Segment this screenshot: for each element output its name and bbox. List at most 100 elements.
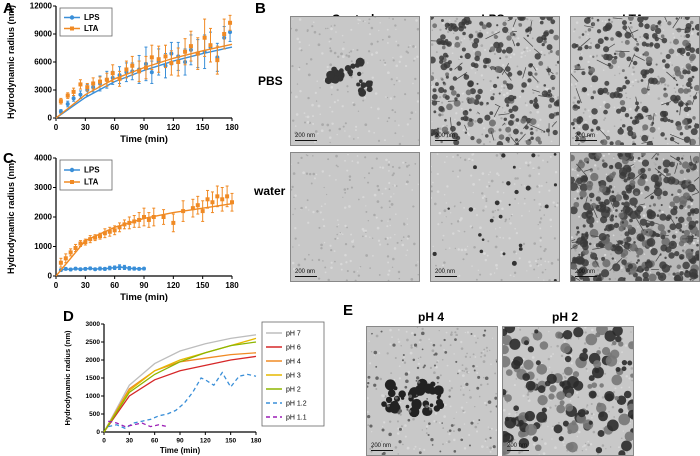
- x-tick-label: 150: [196, 123, 210, 132]
- point-lta: [230, 200, 234, 205]
- x-axis-label: Time (min): [160, 446, 201, 455]
- micrograph-pbs-lps-image: [431, 17, 559, 145]
- line-ph-2: [103, 341, 257, 433]
- scale-bar-line: [507, 450, 529, 451]
- scale-bar: 200 nm: [295, 133, 317, 141]
- fit-line-lps: [55, 46, 233, 119]
- point-lta: [176, 60, 181, 64]
- point-lta: [117, 225, 122, 230]
- point-lta: [169, 60, 174, 65]
- point-lta: [220, 197, 225, 202]
- legend-box: [261, 321, 325, 427]
- micrograph-pbs-control-image: [291, 17, 419, 145]
- point-lps: [65, 102, 70, 106]
- x-tick-label: 60: [110, 281, 119, 290]
- legend-label-ph-1-1: pH 1.1: [286, 414, 307, 421]
- x-tick-label: 60: [151, 438, 159, 445]
- scale-bar-label: 200 nm: [575, 133, 596, 139]
- point-lta: [112, 228, 117, 233]
- scale-bar: 200 nm: [575, 269, 597, 277]
- x-tick-label: 90: [140, 123, 149, 132]
- point-lps: [98, 266, 102, 271]
- chart-a: 0 30 60 90 120 150 180 0 3000 6000 9000 12000 Time (…: [6, 2, 239, 145]
- panel-b-row-water: water: [254, 184, 286, 198]
- scale-bar-label: 200 nm: [371, 443, 392, 449]
- y-axis-label: Hydrodynamic radius (nm): [6, 160, 16, 274]
- point-lta: [228, 20, 233, 25]
- point-lta: [200, 209, 205, 214]
- micrograph-water-control-image: [291, 153, 419, 281]
- scale-bar: 200 nm: [435, 133, 457, 141]
- legend-label-lta: LTA: [84, 178, 99, 187]
- point-lta: [210, 200, 215, 205]
- point-lta: [142, 215, 146, 219]
- point-lta: [171, 220, 176, 225]
- scale-bar-label: 200 nm: [435, 269, 456, 275]
- panel-e-col-ph2: pH 2: [551, 310, 578, 324]
- scale-bar-line: [371, 450, 393, 451]
- x-axis-label: Time (min): [120, 134, 168, 145]
- micrograph-water-lta-image: [571, 153, 699, 281]
- panel-e-col-ph4: pH 4: [417, 310, 444, 324]
- legend-label-lps: LPS: [84, 13, 100, 22]
- point-lta: [163, 54, 168, 59]
- point-lps: [93, 267, 98, 272]
- chart-c: 0 30 60 90 120 150 180 0 1000 2000 3000 4000 Time (m…: [6, 154, 239, 303]
- point-lps: [88, 266, 93, 271]
- point-lta: [78, 82, 83, 87]
- point-lta: [91, 81, 96, 86]
- point-lta: [215, 194, 220, 199]
- point-lta: [63, 256, 68, 261]
- point-lps: [122, 265, 127, 270]
- micrograph-pbs-control: 200 nm: [290, 16, 420, 146]
- y-axis-label: Hydrodynamic radius (nm): [6, 5, 16, 119]
- point-lta: [78, 241, 83, 246]
- point-lps: [78, 267, 83, 272]
- y-tick-label: 12000: [30, 2, 53, 11]
- scale-bar-label: 200 nm: [295, 133, 316, 139]
- x-tick-label: 180: [225, 123, 239, 132]
- legend-label-ph-7: pH 7: [286, 330, 301, 337]
- point-lps: [117, 265, 122, 270]
- x-tick-label: 30: [81, 123, 90, 132]
- legend-marker-lta: [70, 26, 74, 31]
- point-lta: [88, 237, 93, 242]
- x-tick-label: 90: [176, 438, 184, 445]
- scale-bar-line: [295, 276, 317, 277]
- point-lta: [110, 71, 115, 76]
- x-tick-label: 120: [200, 438, 211, 445]
- point-lta: [102, 231, 107, 236]
- micrograph-ph4: 200 nm: [366, 326, 498, 456]
- point-lta: [85, 85, 90, 90]
- point-lta: [195, 203, 200, 208]
- x-tick-label: 60: [110, 123, 119, 132]
- x-tick-label: 150: [225, 438, 236, 445]
- y-tick-label: 0: [96, 429, 100, 436]
- y-tick-label: 500: [89, 411, 100, 418]
- micrograph-water-lps: 200 nm: [430, 152, 560, 282]
- line-ph-3: [103, 337, 257, 433]
- point-lps: [142, 266, 146, 271]
- point-lps: [78, 92, 83, 97]
- point-lps: [107, 266, 112, 271]
- panel-letter-d: D: [63, 308, 74, 325]
- x-tick-label: 180: [251, 438, 262, 445]
- point-lta: [161, 215, 166, 219]
- point-lta: [146, 217, 151, 222]
- scale-bar: 200 nm: [295, 269, 317, 277]
- panel-letter-a: A: [3, 0, 14, 17]
- y-tick-label: 9000: [34, 30, 52, 39]
- point-lta: [205, 197, 210, 202]
- x-tick-label: 0: [54, 281, 59, 290]
- micrograph-pbs-lps: 200 nm: [430, 16, 560, 146]
- point-lta: [73, 245, 78, 250]
- panel-letter-b: B: [255, 0, 266, 17]
- scale-bar: 200 nm: [507, 443, 529, 451]
- point-lta: [137, 217, 142, 222]
- point-lta: [107, 229, 112, 234]
- point-lta: [202, 35, 207, 40]
- y-tick-label: 2500: [86, 339, 101, 346]
- point-lta: [65, 93, 70, 98]
- y-tick-label: 3000: [34, 183, 52, 192]
- y-tick-label: 1500: [86, 375, 101, 382]
